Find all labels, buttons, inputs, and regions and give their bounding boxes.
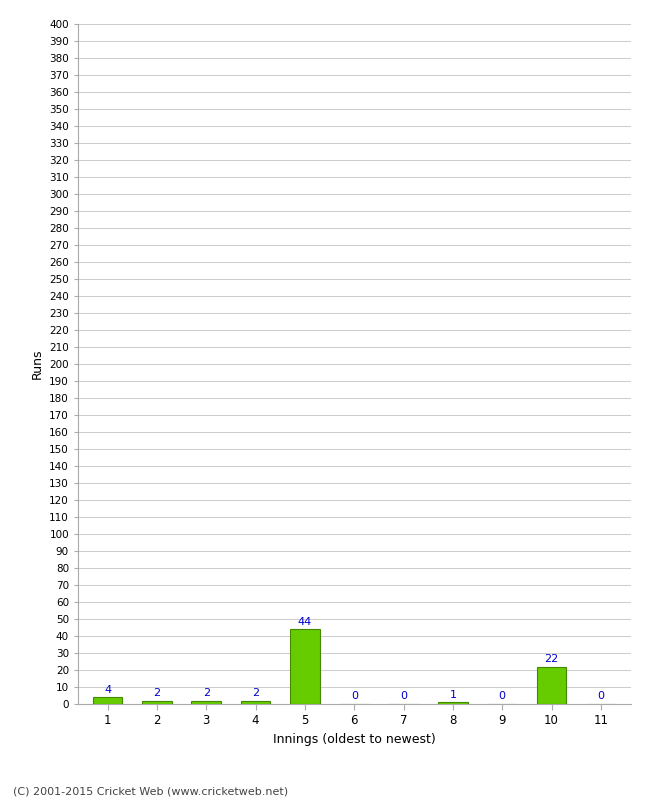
Bar [438,702,468,704]
Bar [93,697,122,704]
Text: 0: 0 [351,691,358,702]
Bar [290,629,320,704]
Bar [142,701,172,704]
Text: 22: 22 [545,654,559,664]
Text: 2: 2 [203,688,210,698]
Text: 0: 0 [597,691,604,702]
Text: 2: 2 [153,688,161,698]
Text: 44: 44 [298,617,312,626]
Bar [240,701,270,704]
Text: 2: 2 [252,688,259,698]
X-axis label: Innings (oldest to newest): Innings (oldest to newest) [273,733,436,746]
Text: 4: 4 [104,685,111,694]
Bar [192,701,221,704]
Y-axis label: Runs: Runs [31,349,44,379]
Text: 0: 0 [400,691,407,702]
Text: 0: 0 [499,691,506,702]
Bar [537,666,566,704]
Text: (C) 2001-2015 Cricket Web (www.cricketweb.net): (C) 2001-2015 Cricket Web (www.cricketwe… [13,786,288,796]
Text: 1: 1 [449,690,456,700]
